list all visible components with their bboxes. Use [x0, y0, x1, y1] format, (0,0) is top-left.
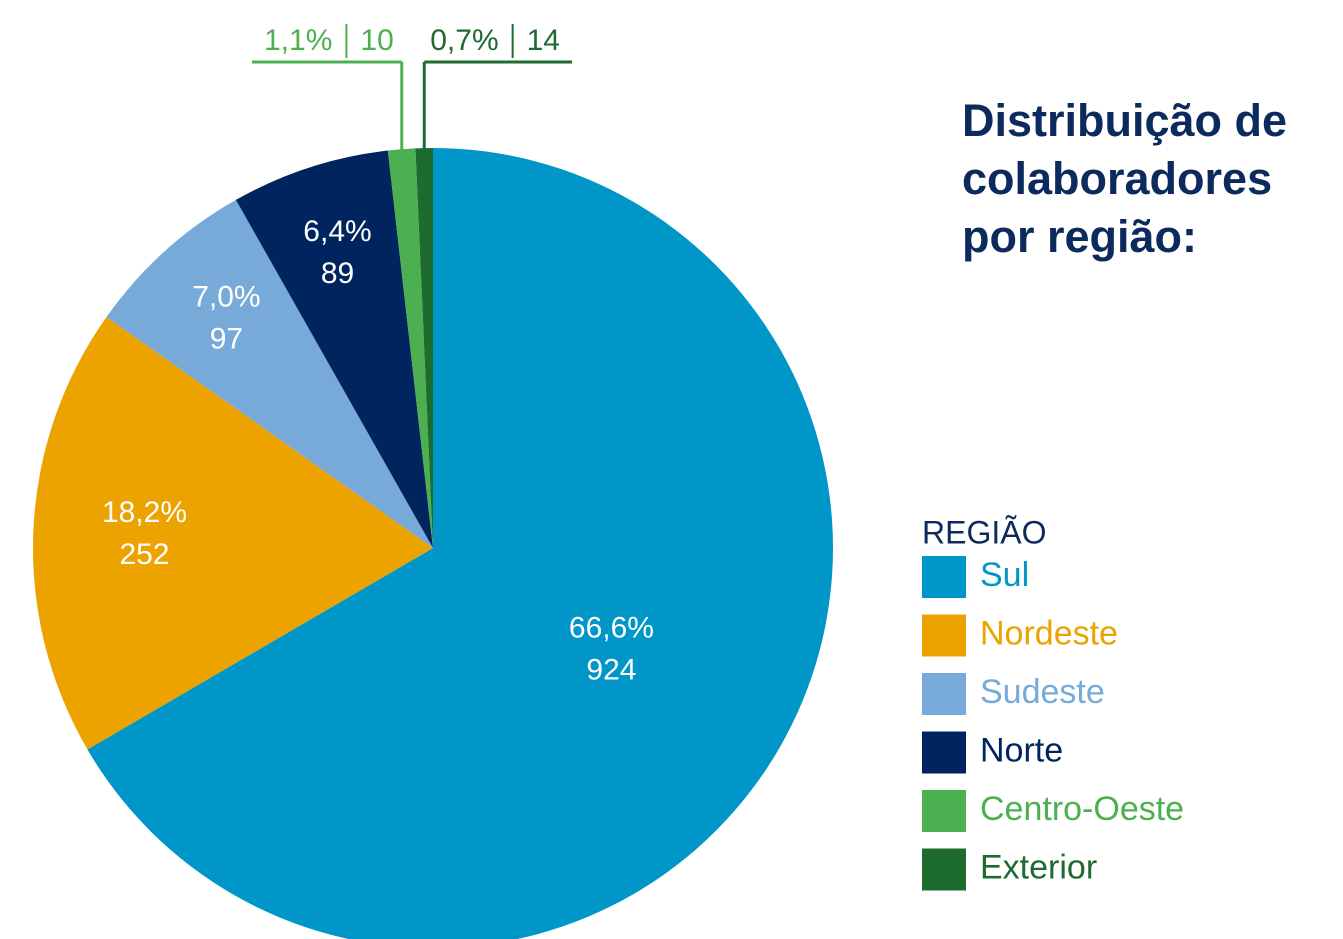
slice-count: 14 [527, 24, 560, 57]
legend-swatch [922, 673, 966, 715]
legend-swatch [922, 731, 966, 774]
legend-swatch [922, 848, 966, 891]
legend-swatch [922, 556, 966, 598]
legend-swatch [922, 614, 966, 657]
legend-title: REGIÃO [922, 514, 1046, 550]
slice-label: 6,4% [303, 215, 371, 248]
pie-slice [87, 148, 833, 939]
slice-label: 0,7% [430, 24, 498, 57]
slice-count: 97 [210, 322, 243, 355]
legend-label: Exterior [980, 848, 1097, 886]
legend-label: Nordeste [980, 614, 1118, 652]
slice-label: 66,6% [569, 611, 654, 644]
slice-count: 89 [321, 257, 354, 290]
pie-slice [106, 199, 434, 548]
slice-count: 10 [360, 24, 393, 57]
legend-label: Sul [980, 556, 1029, 594]
pie-slice [32, 316, 433, 750]
slice-label: 18,2% [102, 496, 187, 529]
legend-swatch [922, 790, 966, 832]
pie-slice [235, 150, 433, 548]
legend-label: Centro-Oeste [980, 790, 1184, 828]
slice-label: 1,1% [264, 24, 332, 57]
legend-label: Sudeste [980, 673, 1105, 711]
slice-count: 252 [119, 538, 169, 571]
slice-label: 7,0% [192, 280, 260, 313]
pie-slice [415, 148, 433, 548]
slice-count: 924 [586, 653, 636, 686]
legend-label: Norte [980, 731, 1063, 769]
chart-title: Distribuição de colaboradores por região… [962, 95, 1288, 262]
pie-slice [387, 148, 433, 548]
